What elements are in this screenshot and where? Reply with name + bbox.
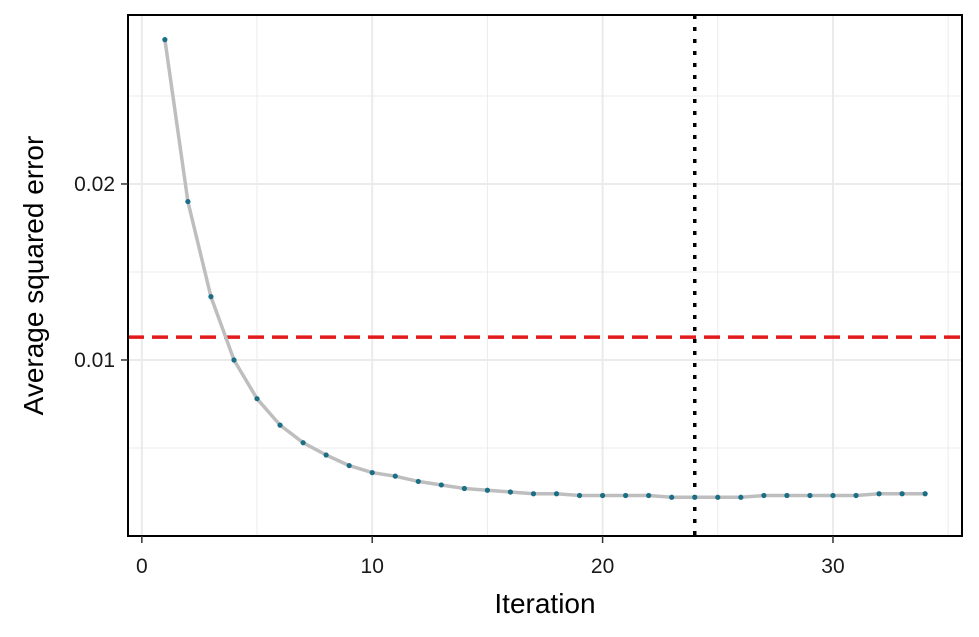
data-point <box>392 473 398 479</box>
data-point <box>807 492 813 499</box>
data-series <box>162 37 928 500</box>
data-point <box>553 491 560 497</box>
data-point <box>300 440 306 446</box>
x-tick-label: 20 <box>591 555 614 578</box>
data-point <box>415 478 421 485</box>
data-point <box>853 492 859 499</box>
data-point <box>507 489 514 495</box>
x-tick-label: 0 <box>136 555 148 578</box>
data-point <box>254 396 260 402</box>
data-point <box>576 492 583 499</box>
data-point <box>899 491 905 497</box>
data-point <box>646 492 652 499</box>
major-grid <box>128 15 962 536</box>
data-point <box>738 494 744 500</box>
data-point <box>692 494 698 500</box>
panel-border <box>127 14 963 537</box>
x-tick-label: 30 <box>821 555 844 578</box>
data-point <box>484 487 491 493</box>
data-point <box>162 37 168 43</box>
y-tick-label: 0.01 <box>74 349 115 372</box>
data-point <box>530 491 537 497</box>
data-point <box>438 482 444 488</box>
y-tick-label: 0.02 <box>74 173 115 196</box>
data-point <box>231 357 237 363</box>
tick-labels: 0 10 20 30 0.01 0.02 <box>74 173 845 578</box>
x-tick-label: 10 <box>361 555 384 578</box>
data-point <box>830 492 836 499</box>
x-axis-title: Iteration <box>494 588 595 619</box>
data-point <box>346 462 352 469</box>
data-point <box>922 491 928 497</box>
data-point <box>623 492 629 499</box>
data-point <box>185 198 191 205</box>
data-point <box>461 485 467 492</box>
y-axis-title: Average squared error <box>18 136 49 416</box>
data-point <box>876 491 882 497</box>
data-point <box>669 494 675 500</box>
minor-grid <box>128 15 962 536</box>
data-point <box>277 422 283 428</box>
series-line <box>163 39 926 500</box>
data-point <box>369 470 375 476</box>
data-point <box>761 492 767 499</box>
data-point <box>599 492 606 499</box>
axis-ticks <box>121 183 834 543</box>
data-point <box>323 452 329 458</box>
data-point <box>208 294 214 300</box>
data-point <box>715 494 721 500</box>
data-point <box>784 492 790 499</box>
reference-lines <box>128 15 962 536</box>
